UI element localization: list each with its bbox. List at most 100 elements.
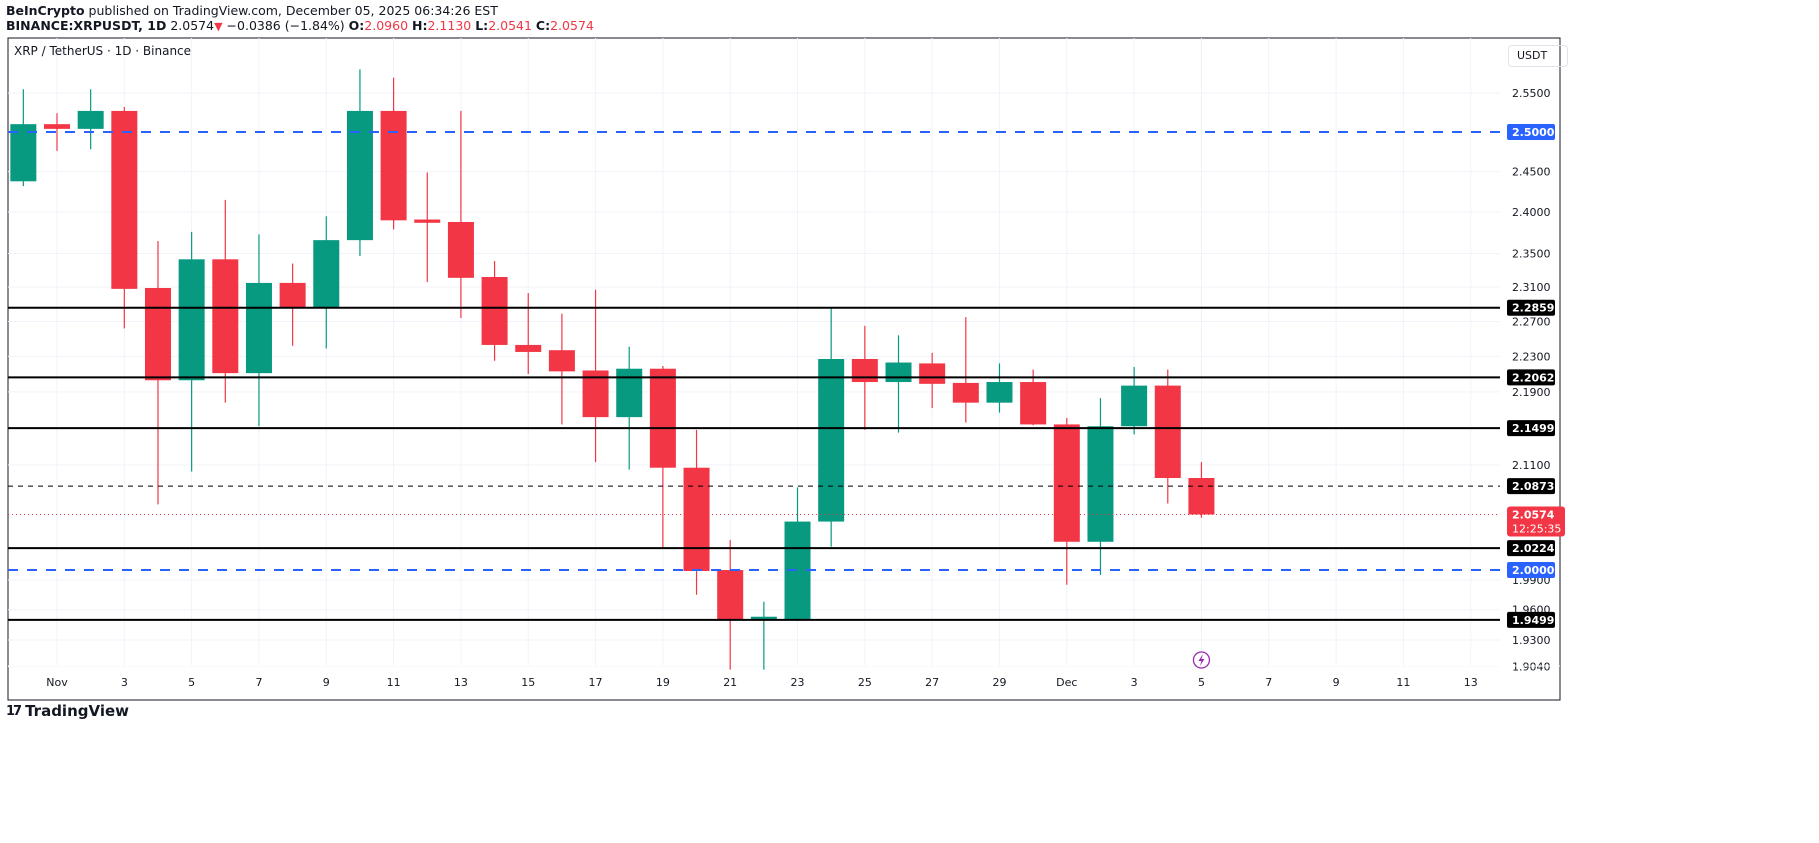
- candle-down: [649, 368, 676, 468]
- y-tick-label: 2.3500: [1512, 247, 1551, 260]
- level-price-tag: [1507, 299, 1555, 316]
- y-tick-label: 2.4000: [1512, 206, 1551, 219]
- candle-up: [1087, 426, 1114, 542]
- x-tick-label: 9: [323, 676, 330, 689]
- x-tick-label: 13: [454, 676, 468, 689]
- candle-down: [1053, 424, 1080, 542]
- level-price-tag: [1507, 611, 1555, 628]
- x-tick-label: 3: [1131, 676, 1138, 689]
- change: −0.0386 (−1.84%): [226, 18, 345, 33]
- open-value: 2.0960: [364, 18, 409, 33]
- level-price-tag: [1507, 562, 1555, 579]
- candle-down: [548, 350, 575, 372]
- candle-up: [346, 110, 373, 241]
- close-value: 2.0574: [550, 18, 594, 33]
- level-price-tag: [1507, 124, 1555, 140]
- x-tick-label: 17: [589, 676, 603, 689]
- tradingview-logo: 17 TradingView: [6, 702, 129, 720]
- candle-down: [1188, 477, 1215, 515]
- y-tick-label: 2.5500: [1512, 87, 1551, 100]
- candle-up: [178, 259, 205, 381]
- tv-logo-icon: 17: [6, 703, 22, 719]
- low-value: 2.0541: [488, 18, 532, 33]
- y-tick-label: 2.1900: [1512, 386, 1551, 399]
- candle-down: [212, 259, 239, 374]
- x-tick-label: 15: [521, 676, 535, 689]
- high-value: 2.1130: [427, 18, 472, 33]
- x-tick-label: 29: [992, 676, 1006, 689]
- y-tick-label: 1.9040: [1512, 661, 1551, 674]
- candle-down: [380, 110, 407, 221]
- candle-up: [616, 368, 643, 418]
- level-price-label: 2.0873: [1512, 480, 1554, 493]
- x-tick-label: Nov: [46, 676, 68, 689]
- candle-down: [144, 288, 171, 381]
- candle-down: [851, 358, 878, 383]
- currency-button[interactable]: USDT: [1508, 45, 1568, 67]
- candle-up: [245, 282, 272, 374]
- level-price-label: 2.5000: [1512, 126, 1555, 139]
- x-tick-label: 7: [1265, 676, 1272, 689]
- close-label: C:: [535, 18, 551, 33]
- x-tick-label: 21: [723, 676, 737, 689]
- x-tick-label: 13: [1464, 676, 1478, 689]
- low-label: L:: [475, 18, 489, 33]
- candle-down: [481, 276, 508, 345]
- x-tick-label: 9: [1333, 676, 1340, 689]
- y-tick-label: 2.1100: [1512, 459, 1551, 472]
- x-tick-label: 3: [121, 676, 128, 689]
- candle-down: [1154, 385, 1181, 478]
- candle-down: [515, 344, 542, 352]
- candle-up: [1121, 385, 1148, 427]
- x-tick-label: 11: [387, 676, 401, 689]
- y-tick-label: 2.2700: [1512, 315, 1551, 328]
- x-tick-label: 11: [1396, 676, 1410, 689]
- candle-down: [111, 110, 138, 289]
- lightning-bolt-glyph: [1198, 654, 1205, 666]
- candle-down: [414, 219, 441, 223]
- level-price-label: 2.0000: [1512, 564, 1555, 577]
- candle-up: [77, 110, 104, 129]
- level-price-label: 2.2859: [1512, 302, 1554, 315]
- y-tick-label: 2.2300: [1512, 350, 1551, 363]
- logo-text: TradingView: [25, 702, 130, 720]
- publish-info: BeInCrypto published on TradingView.com,…: [6, 3, 498, 18]
- level-price-label: 1.9499: [1512, 614, 1554, 627]
- y-tick-label: 2.3100: [1512, 281, 1551, 294]
- level-price-label: 2.1499: [1512, 422, 1554, 435]
- candle-up: [986, 382, 1013, 403]
- x-tick-label: 19: [656, 676, 670, 689]
- chart-frame: [7, 37, 1561, 701]
- candle-up: [818, 358, 845, 522]
- candle-down: [952, 382, 979, 403]
- symbol: BINANCE:XRPUSDT, 1D: [6, 18, 167, 33]
- last-price-tag: [1507, 506, 1565, 537]
- published-text: published on TradingView.com, December 0…: [88, 3, 498, 18]
- last-price: 2.0574: [170, 18, 215, 33]
- chart-legend-title: XRP / TetherUS · 1D · Binance: [14, 44, 192, 58]
- down-triangle-icon: ▼: [214, 20, 223, 33]
- level-price-tag: [1507, 420, 1555, 437]
- x-tick-label: 23: [791, 676, 805, 689]
- level-price-tag: [1507, 478, 1555, 495]
- x-tick-label: 7: [255, 676, 262, 689]
- high-label: H:: [412, 18, 428, 33]
- level-price-label: 2.0224: [1512, 542, 1555, 555]
- candle-down: [683, 467, 710, 572]
- last-price-label: 2.0574: [1512, 508, 1555, 521]
- candle-down: [1020, 382, 1047, 425]
- candle-up: [885, 362, 912, 383]
- x-tick-label: 27: [925, 676, 939, 689]
- candle-down: [279, 282, 306, 308]
- level-price-label: 2.2062: [1512, 371, 1554, 384]
- publisher: BeInCrypto: [6, 3, 85, 18]
- candle-up: [313, 240, 340, 308]
- x-tick-label: 5: [1198, 676, 1205, 689]
- candle-down: [447, 221, 474, 278]
- level-price-tag: [1507, 369, 1555, 386]
- candle-down: [44, 124, 70, 129]
- x-tick-label: 25: [858, 676, 872, 689]
- candle-up: [10, 124, 37, 182]
- symbol-info: BINANCE:XRPUSDT, 1D 2.0574▼ −0.0386 (−1.…: [6, 18, 594, 33]
